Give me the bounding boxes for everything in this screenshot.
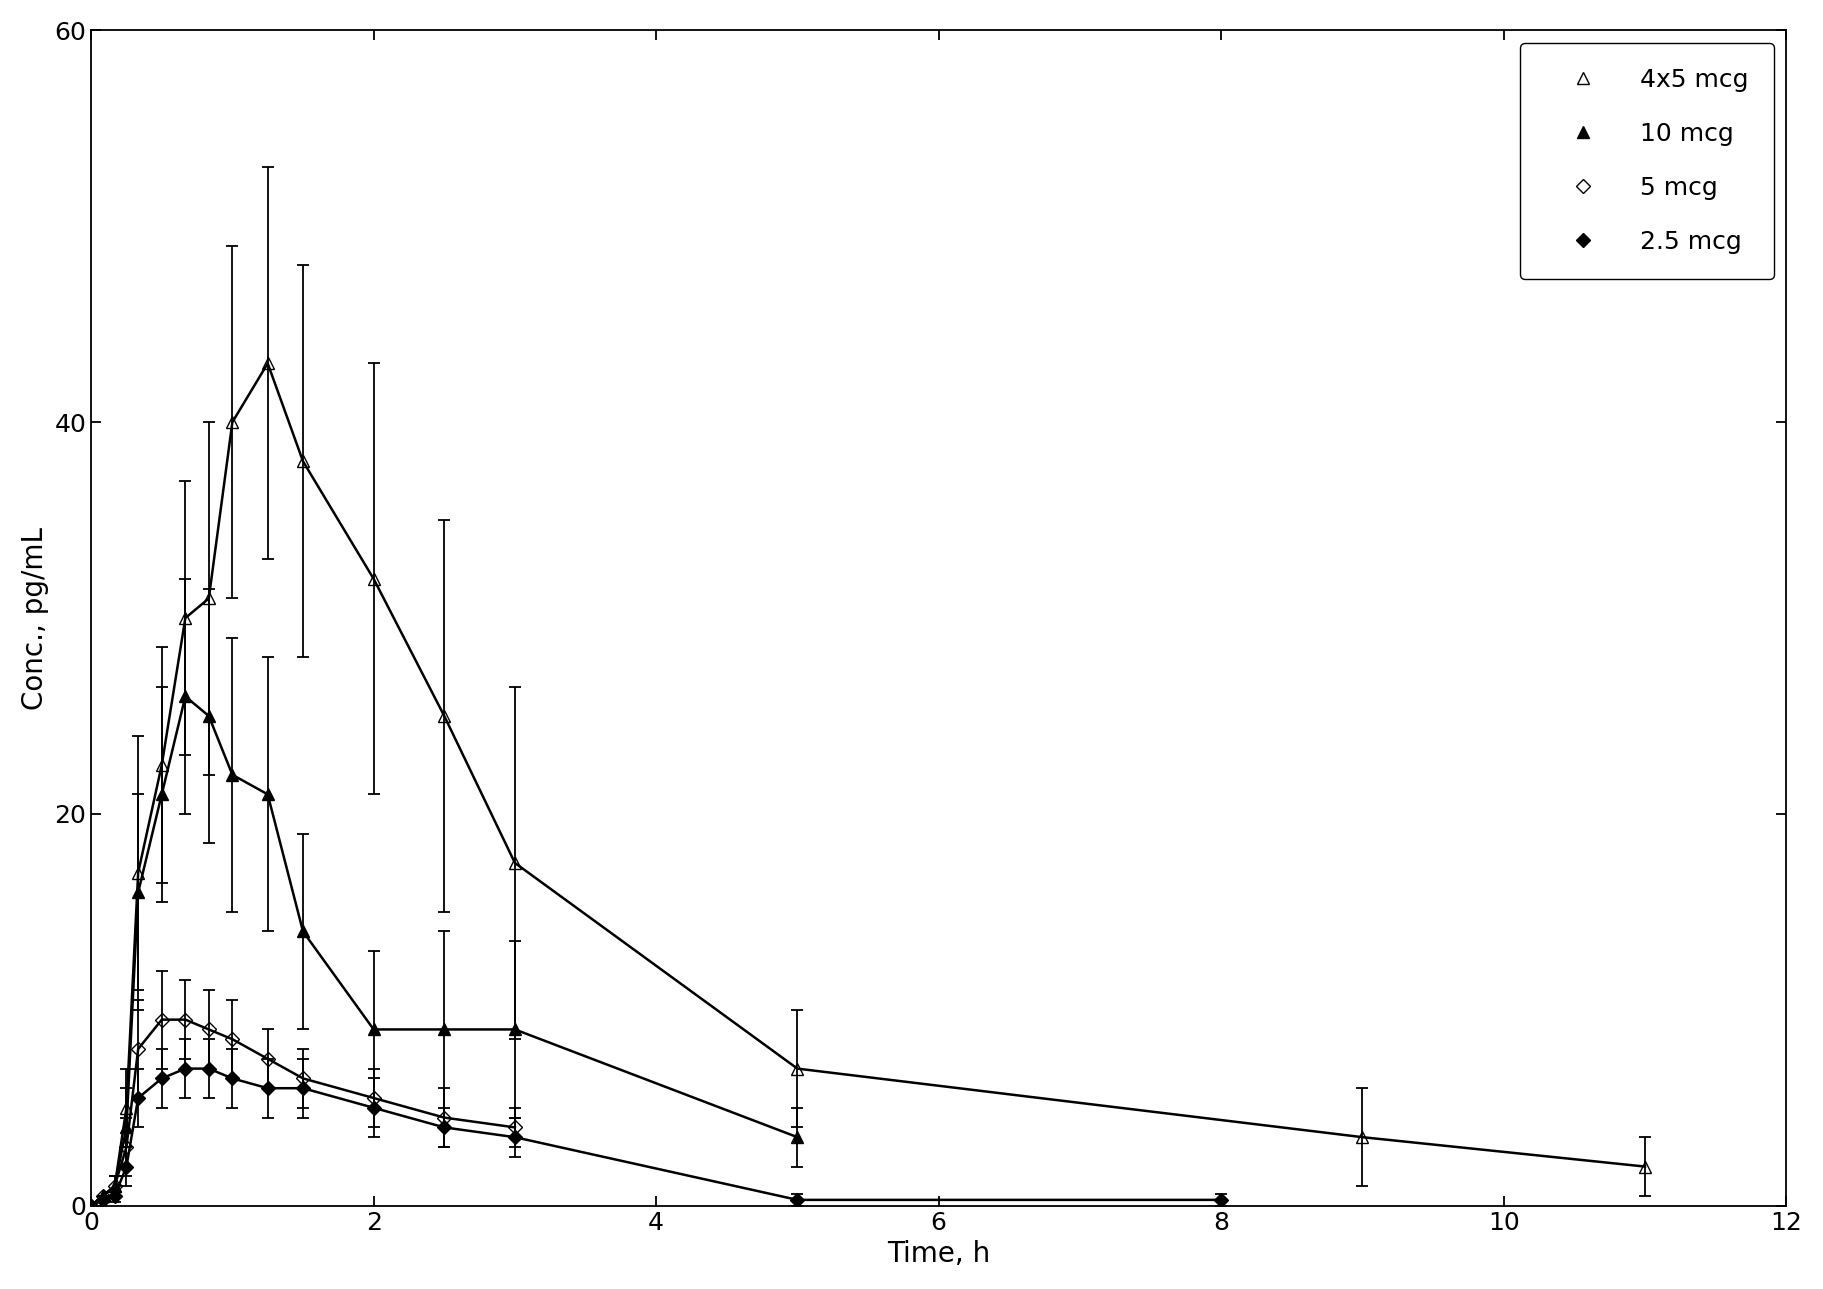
5 mcg xyxy=(80,1197,102,1213)
4x5 mcg xyxy=(115,1100,137,1115)
10 mcg xyxy=(292,924,314,940)
5 mcg xyxy=(221,1031,242,1047)
5 mcg xyxy=(151,1012,173,1027)
5 mcg xyxy=(257,1051,279,1066)
4x5 mcg xyxy=(1351,1129,1373,1145)
4x5 mcg xyxy=(128,865,149,880)
10 mcg xyxy=(104,1178,126,1194)
4x5 mcg xyxy=(199,590,221,606)
4x5 mcg xyxy=(80,1197,102,1213)
10 mcg xyxy=(128,884,149,900)
10 mcg xyxy=(80,1197,102,1213)
5 mcg xyxy=(503,1120,525,1136)
4x5 mcg xyxy=(151,757,173,772)
Legend: 4x5 mcg, 10 mcg, 5 mcg, 2.5 mcg: 4x5 mcg, 10 mcg, 5 mcg, 2.5 mcg xyxy=(1520,43,1774,278)
4x5 mcg xyxy=(257,356,279,371)
2.5 mcg xyxy=(292,1080,314,1096)
5 mcg xyxy=(434,1110,456,1125)
X-axis label: Time, h: Time, h xyxy=(888,1240,990,1268)
2.5 mcg xyxy=(199,1061,221,1076)
10 mcg xyxy=(434,1022,456,1038)
Line: 4x5 mcg: 4x5 mcg xyxy=(86,357,1652,1212)
10 mcg xyxy=(257,786,279,802)
5 mcg xyxy=(175,1012,197,1027)
Line: 5 mcg: 5 mcg xyxy=(86,1014,520,1210)
5 mcg xyxy=(104,1178,126,1194)
4x5 mcg xyxy=(292,454,314,469)
4x5 mcg xyxy=(104,1178,126,1194)
4x5 mcg xyxy=(1633,1159,1655,1174)
10 mcg xyxy=(151,786,173,802)
2.5 mcg xyxy=(786,1192,808,1208)
10 mcg xyxy=(175,688,197,704)
2.5 mcg xyxy=(91,1192,113,1208)
4x5 mcg xyxy=(175,610,197,625)
10 mcg xyxy=(503,1022,525,1038)
2.5 mcg xyxy=(221,1071,242,1087)
10 mcg xyxy=(363,1022,385,1038)
2.5 mcg xyxy=(115,1159,137,1174)
2.5 mcg xyxy=(257,1080,279,1096)
10 mcg xyxy=(91,1188,113,1204)
4x5 mcg xyxy=(434,708,456,723)
10 mcg xyxy=(199,708,221,723)
Line: 10 mcg: 10 mcg xyxy=(86,690,804,1212)
2.5 mcg xyxy=(128,1090,149,1106)
Line: 2.5 mcg: 2.5 mcg xyxy=(86,1063,1227,1210)
2.5 mcg xyxy=(363,1100,385,1115)
4x5 mcg xyxy=(786,1061,808,1076)
2.5 mcg xyxy=(175,1061,197,1076)
2.5 mcg xyxy=(151,1071,173,1087)
2.5 mcg xyxy=(503,1129,525,1145)
5 mcg xyxy=(128,1042,149,1057)
4x5 mcg xyxy=(221,414,242,429)
2.5 mcg xyxy=(1210,1192,1232,1208)
Y-axis label: Conc., pg/mL: Conc., pg/mL xyxy=(20,526,49,709)
5 mcg xyxy=(115,1139,137,1155)
4x5 mcg xyxy=(91,1188,113,1204)
5 mcg xyxy=(363,1090,385,1106)
4x5 mcg xyxy=(503,855,525,870)
2.5 mcg xyxy=(80,1197,102,1213)
10 mcg xyxy=(221,767,242,782)
10 mcg xyxy=(115,1120,137,1136)
2.5 mcg xyxy=(434,1120,456,1136)
5 mcg xyxy=(199,1022,221,1038)
5 mcg xyxy=(292,1071,314,1087)
2.5 mcg xyxy=(104,1188,126,1204)
5 mcg xyxy=(91,1188,113,1204)
4x5 mcg xyxy=(363,571,385,586)
10 mcg xyxy=(786,1129,808,1145)
